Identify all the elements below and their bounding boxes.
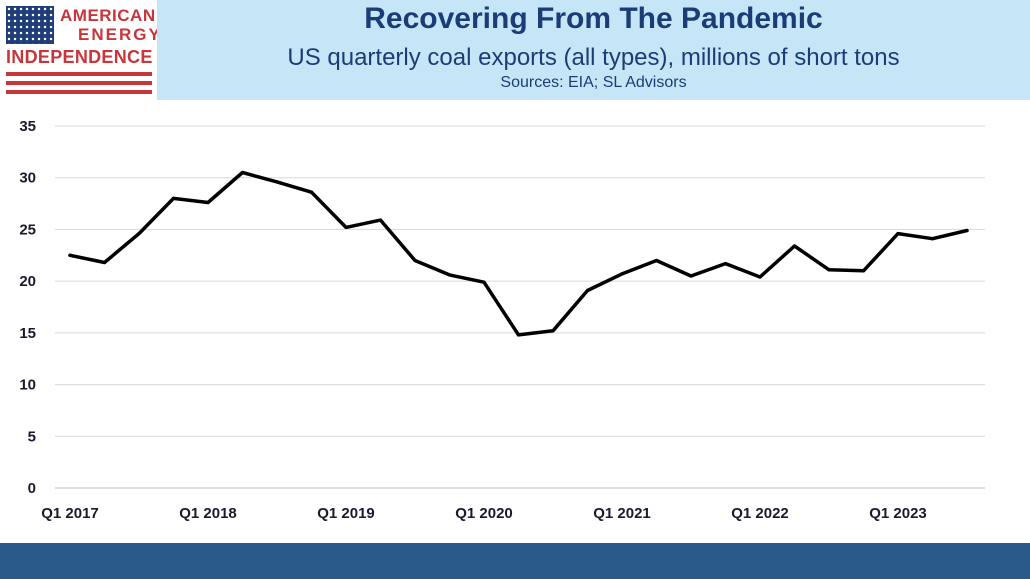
data-point	[275, 180, 279, 184]
logo-text-line1: AMERICAN	[60, 6, 156, 25]
flag-stripe	[6, 81, 152, 85]
x-tick-label: Q1 2022	[731, 505, 789, 522]
chart-subtitle: US quarterly coal exports (all types), m…	[287, 44, 900, 71]
data-point	[585, 288, 590, 293]
y-tick-label: 10	[19, 377, 36, 394]
data-point	[654, 258, 659, 263]
data-point	[482, 280, 486, 284]
american-energy-independence-logo: AMERICAN ENERGY INDEPENDENCE	[6, 6, 160, 94]
data-point	[137, 231, 141, 236]
data-point	[447, 273, 452, 277]
data-point	[171, 196, 176, 200]
y-tick-label: 0	[28, 480, 36, 497]
x-axis-tick-labels: Q1 2017 Q1 2018 Q1 2019 Q1 2020 Q1 2021 Q1 20…	[41, 505, 927, 522]
series-line	[68, 170, 969, 337]
data-point	[689, 274, 693, 278]
data-point	[861, 269, 866, 273]
data-point	[930, 237, 935, 241]
data-point	[792, 244, 797, 248]
data-point	[620, 272, 624, 276]
x-tick-label: Q1 2021	[593, 505, 651, 522]
x-tick-label: Q1 2020	[455, 505, 513, 522]
header: AMERICAN ENERGY INDEPENDENCE Recovering …	[0, 0, 1030, 100]
y-tick-label: 30	[19, 170, 36, 187]
y-tick-label: 15	[19, 325, 36, 342]
data-point	[413, 258, 417, 263]
x-tick-label: Q1 2017	[41, 505, 99, 522]
data-point	[965, 228, 969, 233]
title-band	[157, 0, 1030, 100]
flag-stars-icon	[6, 6, 54, 44]
data-point	[378, 218, 383, 222]
y-tick-label: 25	[19, 221, 36, 238]
data-point	[551, 329, 555, 333]
data-point	[344, 225, 348, 229]
data-point	[758, 275, 762, 279]
flag-stripe	[6, 90, 152, 94]
chart-sources: Sources: EIA; SL Advisors	[500, 74, 687, 91]
y-tick-label: 20	[19, 273, 36, 290]
footer-bar	[0, 543, 1030, 579]
x-tick-label: Q1 2018	[179, 505, 237, 522]
data-point	[516, 333, 521, 337]
data-point	[102, 260, 107, 265]
data-point	[827, 268, 831, 272]
x-tick-label: Q1 2019	[317, 505, 375, 522]
y-tick-label: 35	[19, 118, 36, 135]
logo-text-line3: INDEPENDENCE	[6, 47, 153, 67]
chart-gridlines	[55, 125, 985, 489]
data-point	[723, 261, 728, 266]
data-point	[206, 200, 210, 205]
x-tick-label: Q1 2023	[869, 505, 927, 522]
flag-stripe	[6, 72, 152, 76]
logo-text-line2: ENERGY	[78, 25, 162, 44]
data-point	[68, 253, 72, 257]
chart-series	[68, 170, 969, 337]
data-point	[896, 231, 900, 236]
data-point	[309, 190, 314, 194]
y-tick-label: 5	[28, 428, 36, 445]
chart-title: Recovering From The Pandemic	[364, 2, 823, 35]
data-point	[240, 170, 245, 175]
y-axis-tick-labels: 0 5 10 15 20 25 30 35	[19, 118, 36, 497]
